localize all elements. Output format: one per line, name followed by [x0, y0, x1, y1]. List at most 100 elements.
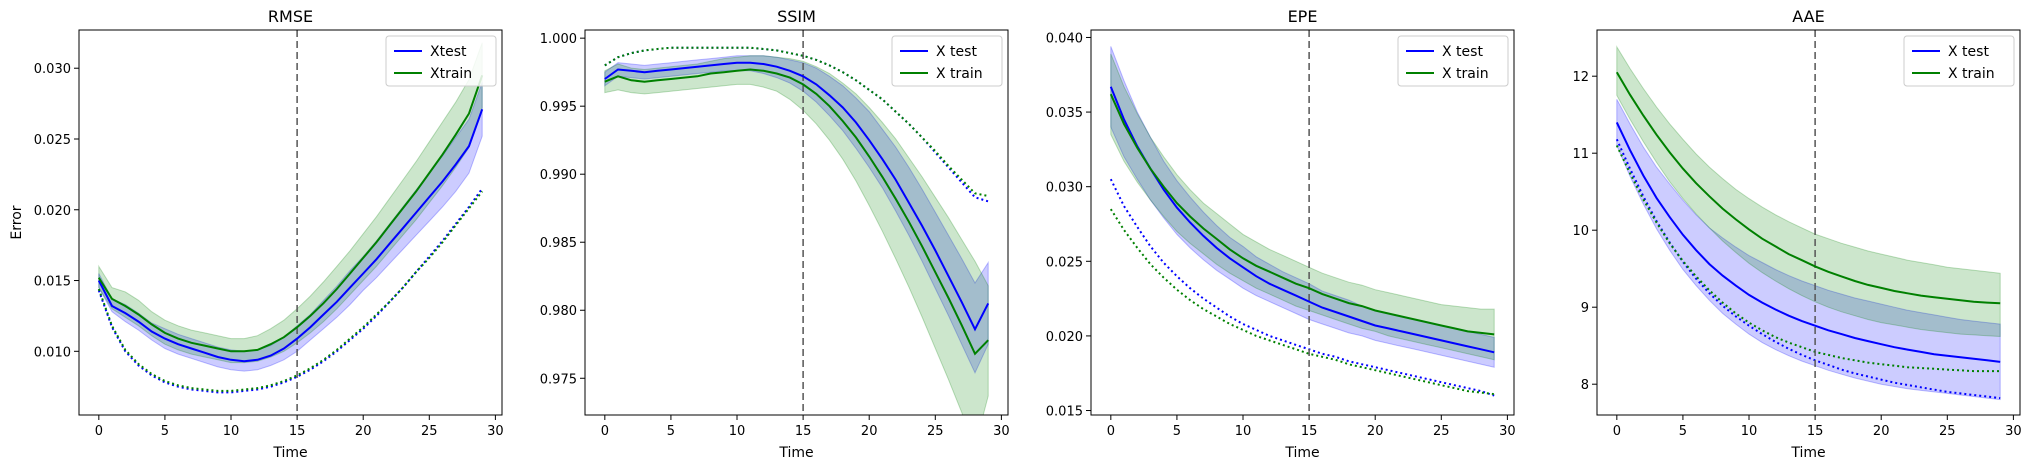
confidence-band-test	[98, 82, 483, 372]
legend: Xtest Xtrain	[385, 35, 497, 87]
x-tick-label: 30	[993, 424, 1010, 439]
plot-area	[1615, 30, 2001, 415]
y-tick-label: 0.980	[540, 304, 577, 319]
legend: X test X train	[891, 35, 1003, 87]
y-tick-label: 10	[1572, 224, 1589, 239]
y-tick-label: 0.020	[34, 204, 71, 219]
chart-panel-epe: 0 5 10 15 20 25 30 0.015 0.020 0.025 0.030 0.035 0.0…	[1046, 7, 1516, 461]
x-axis-label: Time	[1284, 445, 1319, 461]
x-tick-label: 15	[1301, 424, 1318, 439]
x-axis-label: Time	[1790, 445, 1825, 461]
y-tick-label: 1.000	[540, 32, 577, 47]
x-tick-label: 15	[795, 424, 812, 439]
y-tick-label: 0.025	[34, 133, 71, 148]
axes-frame	[1596, 29, 2021, 416]
x-tick-label: 0	[95, 424, 103, 439]
confidence-band-train	[604, 55, 989, 415]
confidence-band-test	[1616, 99, 2001, 401]
y-tick-label: 0.030	[1046, 181, 1083, 196]
dotted-line-train	[1109, 208, 1495, 396]
legend-label-test: X test	[1442, 44, 1483, 60]
x-tick-label: 10	[223, 424, 240, 439]
x-tick-label: 0	[1613, 424, 1621, 439]
series-line-train	[1109, 93, 1495, 336]
x-tick-label: 25	[1939, 424, 1956, 439]
y-tick-label: 0.030	[34, 62, 71, 77]
plot-area	[1109, 30, 1495, 415]
y-tick-label: 0.975	[540, 372, 577, 387]
legend-label-train: X train	[936, 66, 983, 82]
y-tick-label: 0.010	[34, 345, 71, 360]
x-tick-label: 20	[861, 424, 878, 439]
chart-title: RMSE	[268, 7, 313, 26]
legend: X test X train	[1397, 35, 1509, 87]
legend-label-test: X test	[936, 44, 977, 60]
x-tick-label: 20	[1367, 424, 1384, 439]
x-tick-label: 0	[601, 424, 609, 439]
y-tick-label: 11	[1572, 147, 1589, 162]
dotted-line-train	[97, 190, 483, 392]
x-axis-label: Time	[778, 445, 813, 461]
x-tick-label: 25	[421, 424, 438, 439]
legend-label-train: X train	[1442, 66, 1489, 82]
y-tick-label: 0.985	[540, 236, 577, 251]
y-axis-label: Error	[9, 205, 25, 239]
confidence-band-train	[1616, 45, 2001, 338]
y-tick-label: 8	[1581, 378, 1589, 393]
plot-area	[97, 30, 484, 415]
chart-panel-rmse: 0 5 10 15 20 25 30 0.010 0.015 0.020 0.025 0.030 RMS…	[9, 7, 504, 461]
legend-label-train: Xtrain	[430, 66, 472, 82]
x-tick-label: 10	[1235, 424, 1252, 439]
legend-label-test: Xtest	[430, 44, 467, 60]
x-tick-label: 30	[1499, 424, 1516, 439]
y-tick-label: 0.025	[1046, 255, 1083, 270]
series-line-test	[97, 108, 484, 363]
legend-label-test: X test	[1948, 44, 1989, 60]
x-tick-label: 25	[927, 424, 944, 439]
chart-title: SSIM	[777, 7, 816, 26]
chart-title: AAE	[1792, 7, 1824, 26]
chart-panel-aae: 0 5 10 15 20 25 30 8 9 10 11 12 AAE Time X test X train	[1572, 7, 2021, 461]
x-axis-label: Time	[272, 445, 307, 461]
y-tick-label: 0.040	[1046, 31, 1083, 46]
series-line-test	[1615, 121, 2001, 363]
legend: X test X train	[1903, 35, 2015, 87]
y-tick-label: 0.015	[1046, 405, 1083, 420]
chart-panel-ssim: 0 5 10 15 20 25 30 0.975 0.980 0.985 0.990 0.995 1.0…	[540, 7, 1010, 461]
axes-frame	[1090, 29, 1515, 416]
x-tick-label: 30	[2005, 424, 2022, 439]
x-tick-label: 30	[487, 424, 504, 439]
y-tick-label: 9	[1581, 301, 1589, 316]
axes-frame	[78, 29, 503, 416]
dotted-line-train	[604, 46, 989, 197]
x-tick-label: 5	[1173, 424, 1181, 439]
y-tick-label: 0.015	[34, 275, 71, 290]
x-tick-label: 0	[1107, 424, 1115, 439]
confidence-band-test	[604, 55, 989, 374]
series-line-train	[97, 74, 484, 353]
y-tick-label: 12	[1572, 70, 1589, 85]
x-tick-label: 15	[289, 424, 306, 439]
axes-frame	[584, 29, 1009, 416]
plot-area	[604, 30, 990, 415]
series-line-train	[604, 68, 989, 356]
x-tick-label: 10	[1741, 424, 1758, 439]
x-tick-label: 20	[1873, 424, 1890, 439]
x-tick-label: 10	[729, 424, 746, 439]
x-tick-label: 15	[1807, 424, 1824, 439]
legend-label-train: X train	[1948, 66, 1995, 82]
x-tick-label: 5	[667, 424, 675, 439]
x-tick-label: 5	[1679, 424, 1687, 439]
chart-title: EPE	[1288, 7, 1318, 26]
x-tick-label: 20	[355, 424, 372, 439]
y-tick-label: 0.995	[540, 100, 577, 115]
x-tick-label: 5	[161, 424, 169, 439]
dotted-line-test	[1109, 178, 1495, 397]
confidence-band-test	[1110, 46, 1495, 368]
y-tick-label: 0.020	[1046, 330, 1083, 345]
x-tick-label: 25	[1433, 424, 1450, 439]
y-tick-label: 0.990	[540, 168, 577, 183]
confidence-band-train	[98, 42, 483, 364]
series-line-test	[1109, 86, 1495, 354]
